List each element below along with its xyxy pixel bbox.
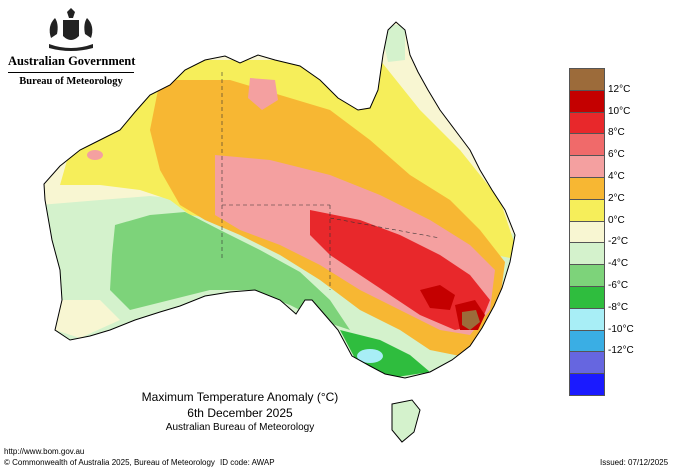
legend-label: -8°C: [608, 301, 629, 313]
legend-swatch: [569, 68, 605, 91]
legend-label: 8°C: [608, 127, 625, 139]
map-title: Maximum Temperature Anomaly (°C) 6th Dec…: [120, 390, 360, 433]
website-link[interactable]: http://www.bom.gov.au: [4, 447, 85, 456]
footer-bar: © Commonwealth of Australia 2025, Bureau…: [0, 458, 680, 467]
legend-label: -2°C: [608, 236, 629, 248]
legend-swatch: [569, 112, 605, 135]
legend-swatch: [569, 286, 605, 309]
coat-of-arms-icon: [49, 8, 93, 51]
map-title-main: Maximum Temperature Anomaly (°C): [141, 390, 339, 404]
copyright-text: © Commonwealth of Australia 2025, Bureau…: [4, 458, 215, 467]
legend-swatch: [569, 243, 605, 266]
government-name: Australian Government: [8, 54, 135, 73]
legend-swatch: [569, 90, 605, 113]
legend-swatch: [569, 177, 605, 200]
legend-label: 0°C: [608, 214, 625, 226]
map-title-source: Australian Bureau of Meteorology: [165, 422, 315, 433]
legend-label: -6°C: [608, 280, 629, 291]
legend-label: -12°C: [608, 345, 634, 357]
legend-label: -4°C: [608, 258, 629, 270]
legend-label: -10°C: [608, 323, 634, 335]
map-title-date: 6th December 2025: [187, 406, 293, 420]
legend-label: 2°C: [608, 192, 625, 204]
legend-label: 12°C: [608, 83, 631, 95]
legend-label: 6°C: [608, 149, 625, 161]
agency-name: Bureau of Meteorology: [19, 76, 123, 87]
legend-swatch: [569, 221, 605, 244]
issued-date: Issued: 07/12/2025: [600, 458, 669, 467]
legend-swatch: [569, 352, 605, 375]
id-code: ID code: AWAP: [220, 458, 275, 467]
legend-swatch: [569, 134, 605, 157]
legend-swatch: [569, 374, 605, 396]
government-logo: Australian Government Bureau of Meteorol…: [8, 8, 135, 87]
legend-label: 4°C: [608, 171, 625, 182]
legend-swatch: [569, 156, 605, 178]
legend-label: 10°C: [608, 105, 631, 117]
legend-swatch: [569, 265, 605, 287]
legend-swatch: [569, 330, 605, 353]
color-legend: [569, 68, 605, 396]
legend-swatch: [569, 308, 605, 331]
legend-swatch: [569, 199, 605, 222]
